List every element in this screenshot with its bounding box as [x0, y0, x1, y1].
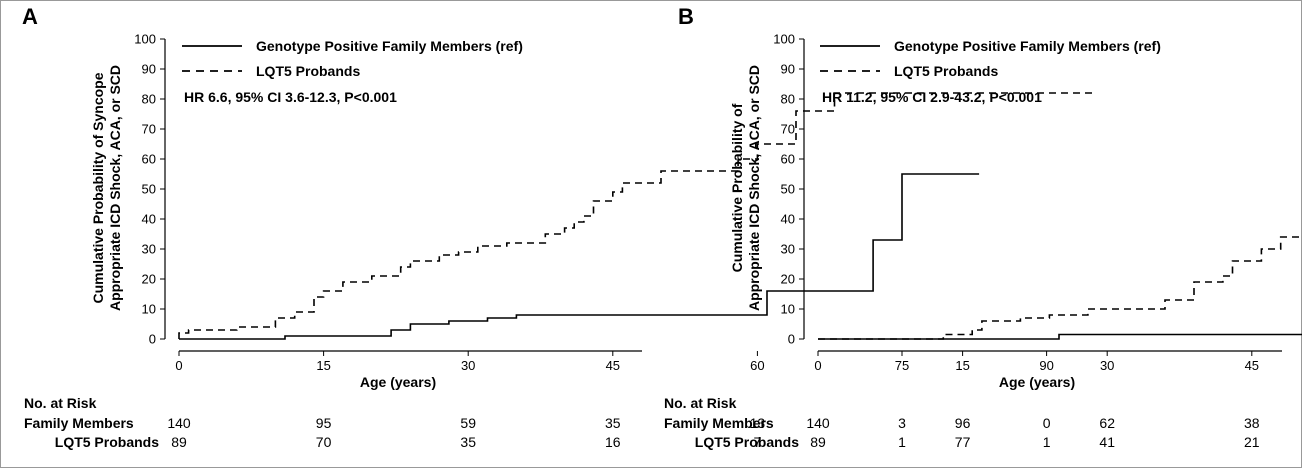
panel-letter: A [22, 4, 38, 29]
risk-count: 13 [750, 415, 766, 431]
risk-count: 95 [316, 415, 332, 431]
y-axis-title-line-2: Appropriate ICD Shock, ACA, or SCD [746, 65, 762, 311]
risk-count: 89 [810, 434, 826, 450]
legend-label-lqt5-probands: LQT5 Probands [894, 63, 998, 79]
x-tick-label: 30 [1100, 358, 1114, 373]
y-tick-label: 30 [142, 242, 156, 257]
y-tick-label: 20 [142, 272, 156, 287]
y-tick-label: 30 [781, 242, 795, 257]
legend-label-lqt5-probands: LQT5 Probands [256, 63, 360, 79]
y-tick-label: 80 [142, 92, 156, 107]
risk-row-values: 140 95 59 35 13 3 0 [167, 415, 1050, 431]
risk-count: 1 [898, 434, 906, 450]
legend: Genotype Positive Family Members (ref) L… [820, 38, 1161, 79]
number-at-risk-table: No. at Risk Family Members LQT5 Probands… [24, 395, 1051, 450]
y-tick-label: 90 [142, 62, 156, 77]
x-axis-title: Age (years) [360, 374, 436, 390]
risk-count: 59 [460, 415, 476, 431]
risk-count: 21 [1244, 434, 1260, 450]
risk-count: 140 [167, 415, 191, 431]
x-tick-label: 0 [814, 358, 821, 373]
number-at-risk-table: No. at Risk Family Members LQT5 Probands… [664, 395, 1260, 450]
risk-count: 96 [955, 415, 971, 431]
risk-count: 1 [1043, 434, 1051, 450]
y-tick-label: 50 [781, 182, 795, 197]
y-axis-title-line-2: Appropriate ICD Shock, ACA, or SCD [107, 65, 123, 311]
y-tick-label: 40 [142, 212, 156, 227]
risk-count: 0 [1043, 415, 1051, 431]
risk-count: 38 [1244, 415, 1260, 431]
series-line-lqt5-probands [178, 92, 1095, 339]
y-tick-label: 10 [781, 302, 795, 317]
x-tick-label: 15 [955, 358, 969, 373]
y-tick-label: 70 [142, 122, 156, 137]
risk-count: 16 [605, 434, 621, 450]
legend: Genotype Positive Family Members (ref) L… [182, 38, 523, 79]
y-tick-label: 10 [142, 302, 156, 317]
risk-row-values: 1409662381440 [806, 415, 1260, 431]
x-axis-title: Age (years) [999, 374, 1075, 390]
x-tick-label: 75 [895, 358, 909, 373]
risk-count: 35 [460, 434, 476, 450]
y-axis-title: Cumulative Probability of Appropriate IC… [729, 65, 762, 311]
legend-label-family-members: Genotype Positive Family Members (ref) [894, 38, 1161, 54]
risk-count: 89 [171, 434, 187, 450]
risk-count: 41 [1099, 434, 1115, 450]
y-tick-label: 20 [781, 272, 795, 287]
x-tick-label: 15 [316, 358, 330, 373]
risk-count: 70 [316, 434, 332, 450]
hazard-ratio-annotation: HR 11.2, 95% CI 2.9-43.2, P<0.001 [822, 89, 1042, 105]
legend-label-family-members: Genotype Positive Family Members (ref) [256, 38, 523, 54]
x-tick-label: 45 [1245, 358, 1259, 373]
risk-table-title: No. at Risk [664, 395, 737, 411]
y-tick-label: 100 [134, 32, 156, 47]
risk-count: 7 [754, 434, 762, 450]
y-tick-label: 0 [788, 332, 795, 347]
risk-table-title: No. at Risk [24, 395, 97, 411]
series-line-family-members [818, 333, 1302, 340]
y-tick-label: 70 [781, 122, 795, 137]
risk-count: 140 [806, 415, 830, 431]
risk-count: 62 [1099, 415, 1115, 431]
x-tick-label: 90 [1039, 358, 1053, 373]
risk-row-values: 89 70 35 16 7 1 1 [171, 434, 1050, 450]
risk-count: 35 [605, 415, 621, 431]
y-axis-title-line-1: Cumulative Probability of [729, 103, 745, 272]
y-tick-label: 80 [781, 92, 795, 107]
risk-row-label-family-members: Family Members [664, 415, 774, 431]
risk-row-label-family-members: Family Members [24, 415, 134, 431]
y-tick-label: 40 [781, 212, 795, 227]
x-tick-label: 30 [461, 358, 475, 373]
risk-row-values: 89774121911 [810, 434, 1260, 450]
y-tick-label: 100 [773, 32, 795, 47]
y-tick-label: 90 [781, 62, 795, 77]
risk-row-label-lqt5-probands: LQT5 Probands [695, 434, 799, 450]
panel-a: A Cumulative Probability of Syncope Appr… [22, 4, 1095, 450]
y-tick-label: 60 [781, 152, 795, 167]
panel-b: B Cumulative Probability of Appropriate … [664, 4, 1302, 450]
panel-letter: B [678, 4, 694, 29]
risk-row-label-lqt5-probands: LQT5 Probands [55, 434, 159, 450]
y-tick-label: 60 [142, 152, 156, 167]
y-axis-title: Cumulative Probability of Syncope Approp… [90, 65, 123, 311]
y-axis-title-line-1: Cumulative Probability of Syncope [90, 72, 106, 303]
risk-count: 3 [898, 415, 906, 431]
series-line-lqt5-probands [818, 236, 1302, 340]
y-tick-label: 0 [149, 332, 156, 347]
x-tick-label: 60 [750, 358, 764, 373]
x-tick-label: 45 [606, 358, 620, 373]
series-line-family-members [179, 173, 980, 340]
y-tick-label: 50 [142, 182, 156, 197]
risk-count: 77 [955, 434, 971, 450]
hazard-ratio-annotation: HR 6.6, 95% CI 3.6-12.3, P<0.001 [184, 89, 397, 105]
x-tick-label: 0 [175, 358, 182, 373]
